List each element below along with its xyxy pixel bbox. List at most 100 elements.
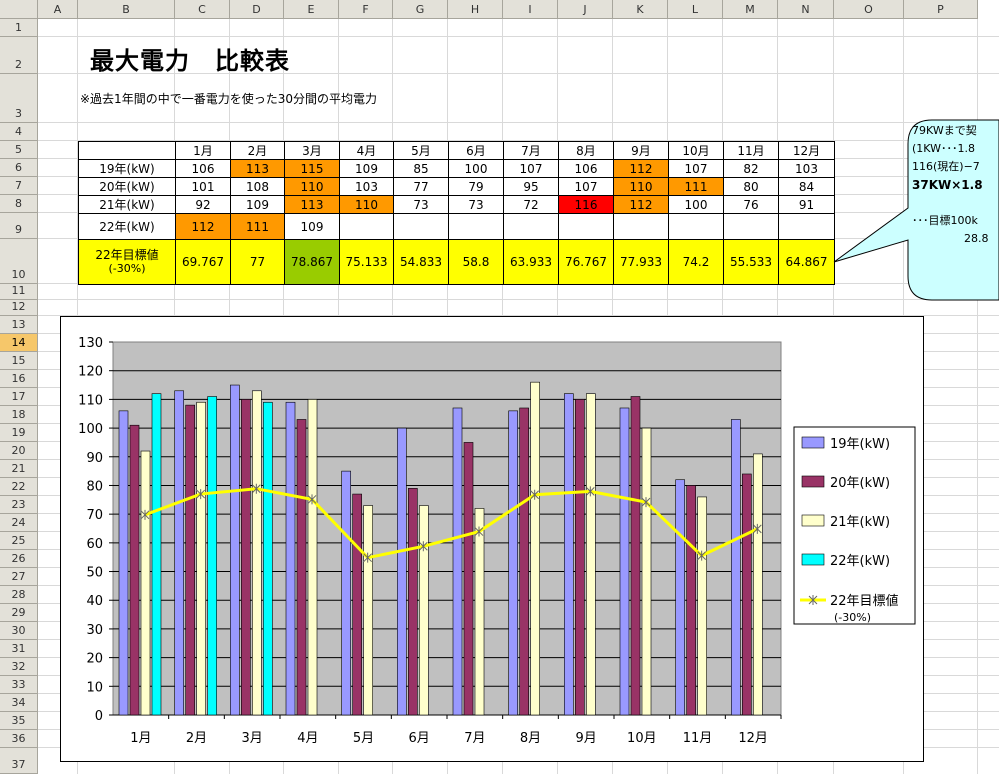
value-cell[interactable]: 100: [448, 159, 504, 178]
value-cell[interactable]: 109: [284, 213, 340, 240]
value-cell[interactable]: 107: [558, 177, 614, 196]
value-cell[interactable]: 103: [778, 159, 835, 178]
row-header-30[interactable]: 30: [0, 622, 38, 640]
value-cell[interactable]: 101: [175, 177, 231, 196]
value-cell[interactable]: 106: [558, 159, 614, 178]
row-header-1[interactable]: 1: [0, 19, 38, 37]
column-header-f[interactable]: F: [339, 0, 393, 19]
target-value-cell[interactable]: 69.767: [175, 239, 231, 285]
month-header[interactable]: 3月: [284, 141, 340, 160]
row-header-20[interactable]: 20: [0, 442, 38, 460]
column-header-m[interactable]: M: [723, 0, 778, 19]
value-cell[interactable]: 80: [723, 177, 779, 196]
month-header[interactable]: 1月: [175, 141, 231, 160]
column-header-i[interactable]: I: [503, 0, 558, 19]
value-cell[interactable]: 100: [668, 195, 724, 214]
month-header[interactable]: 12月: [778, 141, 835, 160]
month-header[interactable]: 8月: [558, 141, 614, 160]
row-header-4[interactable]: 4: [0, 123, 38, 141]
value-cell[interactable]: 113: [230, 159, 285, 178]
row-header-32[interactable]: 32: [0, 658, 38, 676]
column-header-l[interactable]: L: [668, 0, 723, 19]
value-cell[interactable]: [723, 213, 779, 240]
row-header-18[interactable]: 18: [0, 406, 38, 424]
value-cell[interactable]: [503, 213, 559, 240]
value-cell[interactable]: [668, 213, 724, 240]
target-value-cell[interactable]: 78.867: [284, 239, 340, 285]
value-cell[interactable]: [558, 213, 614, 240]
value-cell[interactable]: 115: [284, 159, 340, 178]
row-header-7[interactable]: 7: [0, 177, 38, 195]
chart[interactable]: 0 10 20 30 40 50 60 70 80 90 100 110 120 130 1月 2月 3月 4月 5…: [60, 316, 924, 762]
row-header-22[interactable]: 22: [0, 478, 38, 496]
column-header-g[interactable]: G: [393, 0, 448, 19]
month-header[interactable]: 4月: [339, 141, 394, 160]
target-value-cell[interactable]: 63.933: [503, 239, 559, 285]
row-header-28[interactable]: 28: [0, 586, 38, 604]
row-header-2[interactable]: 2: [0, 37, 38, 74]
value-cell[interactable]: 95: [503, 177, 559, 196]
callout-shape[interactable]: [832, 112, 999, 308]
value-cell[interactable]: 110: [339, 195, 394, 214]
column-header-b[interactable]: B: [78, 0, 175, 19]
value-cell[interactable]: [339, 213, 394, 240]
row-header-25[interactable]: 25: [0, 532, 38, 550]
row-label[interactable]: 22年(kW): [78, 213, 176, 240]
row-header-17[interactable]: 17: [0, 388, 38, 406]
row-header-26[interactable]: 26: [0, 550, 38, 568]
value-cell[interactable]: 84: [778, 177, 835, 196]
target-value-cell[interactable]: 54.833: [393, 239, 449, 285]
value-cell[interactable]: 106: [175, 159, 231, 178]
value-cell[interactable]: 116: [558, 195, 614, 214]
month-header[interactable]: 10月: [668, 141, 724, 160]
row-label[interactable]: 20年(kW): [78, 177, 176, 196]
column-header-n[interactable]: N: [778, 0, 834, 19]
value-cell[interactable]: 107: [503, 159, 559, 178]
value-cell[interactable]: 111: [668, 177, 724, 196]
row-header-29[interactable]: 29: [0, 604, 38, 622]
target-value-cell[interactable]: 77.933: [613, 239, 669, 285]
value-cell[interactable]: 112: [613, 159, 669, 178]
row-header-10[interactable]: 10: [0, 239, 38, 284]
value-cell[interactable]: 103: [339, 177, 394, 196]
column-header-h[interactable]: H: [448, 0, 503, 19]
target-value-cell[interactable]: 76.767: [558, 239, 614, 285]
value-cell[interactable]: 107: [668, 159, 724, 178]
row-header-36[interactable]: 36: [0, 730, 38, 748]
month-header[interactable]: 5月: [393, 141, 449, 160]
value-cell[interactable]: [393, 213, 449, 240]
row-header-16[interactable]: 16: [0, 370, 38, 388]
row-label[interactable]: 21年(kW): [78, 195, 176, 214]
row-label[interactable]: 19年(kW): [78, 159, 176, 178]
row-header-6[interactable]: 6: [0, 159, 38, 177]
value-cell[interactable]: 108: [230, 177, 285, 196]
row-header-3[interactable]: 3: [0, 74, 38, 123]
row-header-8[interactable]: 8: [0, 195, 38, 213]
target-value-cell[interactable]: 77: [230, 239, 285, 285]
row-header-21[interactable]: 21: [0, 460, 38, 478]
value-cell[interactable]: 110: [613, 177, 669, 196]
column-header-o[interactable]: O: [834, 0, 904, 19]
value-cell[interactable]: 73: [393, 195, 449, 214]
column-header-d[interactable]: D: [230, 0, 284, 19]
value-cell[interactable]: 72: [503, 195, 559, 214]
row-header-11[interactable]: 11: [0, 284, 38, 300]
column-header-e[interactable]: E: [284, 0, 339, 19]
row-header-27[interactable]: 27: [0, 568, 38, 586]
value-cell[interactable]: 109: [339, 159, 394, 178]
row-header-33[interactable]: 33: [0, 676, 38, 694]
row-header-24[interactable]: 24: [0, 514, 38, 532]
column-header-c[interactable]: C: [175, 0, 230, 19]
row-header-9[interactable]: 9: [0, 213, 38, 239]
value-cell[interactable]: 109: [230, 195, 285, 214]
row-header-15[interactable]: 15: [0, 352, 38, 370]
target-label-cell[interactable]: 22年目標値 (-30%): [78, 239, 176, 285]
month-header[interactable]: 7月: [503, 141, 559, 160]
value-cell[interactable]: 111: [230, 213, 285, 240]
row-header-12[interactable]: 12: [0, 300, 38, 316]
value-cell[interactable]: 112: [175, 213, 231, 240]
row-header-13[interactable]: 13: [0, 316, 38, 334]
target-value-cell[interactable]: 55.533: [723, 239, 779, 285]
column-header-k[interactable]: K: [613, 0, 668, 19]
table-corner-cell[interactable]: [78, 141, 176, 160]
